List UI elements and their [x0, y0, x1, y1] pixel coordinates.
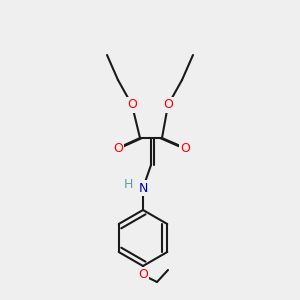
Text: N: N — [138, 182, 148, 194]
Text: O: O — [127, 98, 137, 112]
Text: O: O — [180, 142, 190, 154]
Text: H: H — [123, 178, 133, 190]
Text: O: O — [113, 142, 123, 154]
Text: O: O — [163, 98, 173, 112]
Text: O: O — [138, 268, 148, 281]
